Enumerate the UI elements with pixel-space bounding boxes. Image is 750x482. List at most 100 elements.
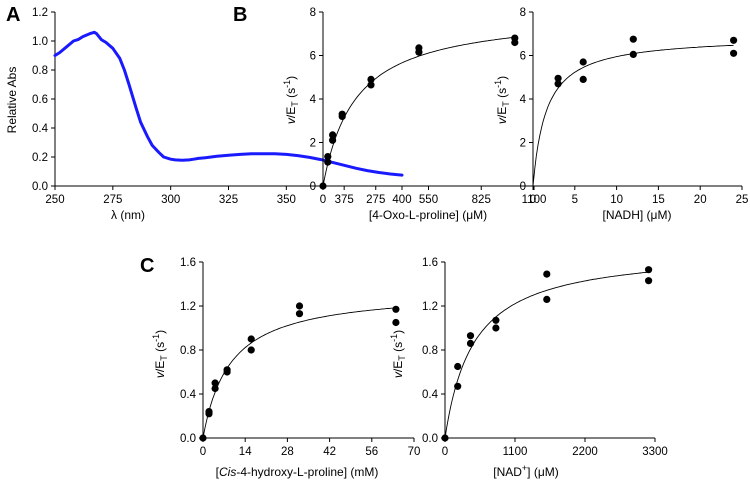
y-tick-label: 1.0 (32, 36, 48, 48)
y-tick-label: 0 (520, 181, 526, 193)
y-tick-label: 0.2 (32, 152, 48, 164)
y-axis-label: v/ET (s-1) (282, 76, 300, 124)
data-point (645, 266, 653, 274)
data-point (543, 295, 551, 303)
x-tick-label: 56 (365, 446, 378, 458)
x-tick-label: 0 (442, 446, 448, 458)
x-tick-label: 275 (366, 194, 385, 206)
x-tick-label: 15 (652, 194, 665, 206)
x-tick-label: 375 (335, 194, 354, 206)
nadh-kinetics-chart: [NADH] (μM) v/ET (s-1) 0 5 10 15 20 25 0 2 4 6 8 (493, 7, 748, 222)
x-tick-label: 14 (239, 446, 252, 458)
data-point (338, 110, 346, 118)
data-point (324, 158, 332, 166)
x-tick-label: 2200 (572, 446, 598, 458)
x-tick-label: 3300 (642, 446, 668, 458)
y-tick-label: 0 (310, 181, 316, 193)
data-point (392, 318, 400, 327)
data-point (629, 50, 637, 59)
panel-label-c: C (140, 255, 154, 277)
x-tick-label: 1100 (522, 194, 547, 206)
fit-curve (532, 44, 734, 187)
panel-label-b: B (233, 4, 247, 26)
data-point (511, 34, 519, 42)
absorbance-spectrum-chart: λ (nm) Relative Abs 250 275 300 325 350 375 40… (5, 7, 412, 222)
data-point (392, 305, 400, 313)
y-tick-label: 0.4 (180, 389, 197, 401)
y-tick-label: 8 (310, 7, 316, 19)
data-point (554, 80, 562, 88)
x-tick-label: 10 (610, 194, 623, 206)
x-tick-label: 28 (281, 446, 294, 458)
y-tick-label: 6 (310, 51, 316, 63)
hydroxyproline-kinetics-chart: [Cis-4-hydroxy-L-proline] (mM) v/ET (s-1… (151, 257, 420, 479)
data-point (199, 434, 207, 442)
y-tick-label: 2 (520, 138, 526, 150)
fit-curve (322, 36, 515, 187)
data-point (466, 332, 475, 340)
data-point (247, 335, 255, 343)
x-tick-label: 20 (694, 194, 707, 206)
x-axis-label: [NADH] (μM) (603, 208, 672, 222)
y-tick-label: 0.6 (32, 94, 48, 106)
axes-lines (54, 12, 402, 187)
y-tick-label: 0.8 (180, 345, 196, 357)
y-tick-label: 0.8 (32, 65, 48, 77)
x-tick-label: 0 (200, 446, 206, 458)
x-tick-label: 350 (277, 194, 296, 206)
fit-curve (444, 271, 649, 439)
data-point (367, 81, 375, 89)
y-tick-label: 1.2 (180, 301, 196, 313)
y-tick-label: 0.0 (32, 181, 48, 193)
axes-lines (532, 12, 742, 187)
x-tick-label: 275 (103, 194, 122, 206)
data-point (466, 339, 475, 347)
x-tick-label: 550 (419, 194, 438, 206)
axes-lines (444, 262, 655, 439)
x-tick-label: 25 (736, 194, 749, 206)
y-tick-label: 1.2 (32, 7, 48, 19)
x-tick-label: 0 (320, 194, 326, 206)
data-point (454, 362, 462, 371)
data-point (629, 35, 637, 43)
x-tick-label: 250 (45, 194, 64, 206)
x-tick-label: 825 (472, 194, 491, 206)
x-axis-label: [4-Oxo-L-proline] (μM) (369, 208, 487, 222)
data-point (492, 324, 500, 332)
data-point (415, 44, 423, 52)
panel-label-a: A (6, 4, 20, 26)
data-point (492, 316, 500, 324)
data-point (295, 302, 304, 310)
x-tick-label: 325 (219, 194, 238, 206)
x-tick-label: 400 (392, 194, 411, 206)
data-point (211, 384, 219, 393)
y-tick-label: 8 (520, 7, 526, 19)
data-point (205, 408, 213, 416)
data-point (554, 74, 562, 82)
y-tick-label: 0.4 (422, 389, 439, 401)
y-axis-label: Relative Abs (5, 67, 19, 134)
data-point (367, 75, 375, 83)
axes-lines (202, 262, 414, 439)
y-axis-label: v/ET (s-1) (493, 76, 511, 124)
data-point (319, 182, 327, 190)
y-axis-label: v/ET (s-1) (389, 330, 407, 378)
data-point (295, 310, 304, 318)
x-tick-label: 1100 (503, 446, 528, 458)
series-line (53, 30, 404, 177)
x-tick-label: 300 (161, 194, 180, 206)
data-point (730, 49, 738, 57)
data-point (247, 346, 255, 354)
oxoproline-kinetics-chart: [4-Oxo-L-proline] (μM) v/ET (s-1) 0 275 55… (282, 7, 546, 222)
x-tick-label: 5 (572, 194, 578, 206)
y-tick-label: 4 (520, 94, 527, 106)
data-point (329, 136, 337, 144)
y-tick-label: 0.4 (32, 123, 49, 135)
y-tick-label: 0.0 (180, 433, 196, 445)
y-tick-label: 0.8 (422, 345, 438, 357)
y-tick-label: 1.6 (422, 257, 438, 269)
y-tick-label: 0.0 (422, 433, 438, 445)
nad-kinetics-chart: [NAD+] (μM) v/ET (s-1) 0 1100 2200 3300 0.0 0… (389, 257, 668, 479)
data-point (223, 366, 231, 374)
